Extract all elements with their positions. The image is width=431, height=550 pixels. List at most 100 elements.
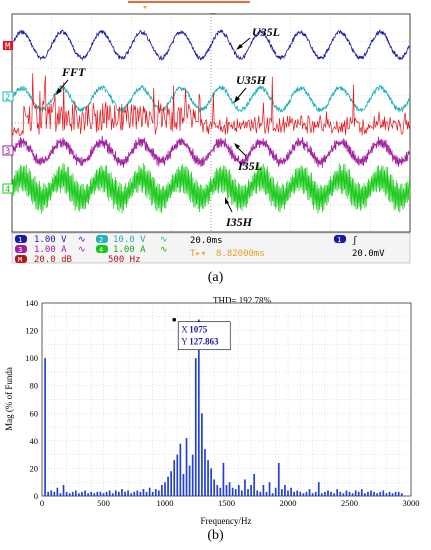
ch2-scale: 10.0 V [113,235,146,245]
fft-bar [256,490,259,496]
x-tick-label: 500 [97,498,110,508]
fft-bar [400,493,403,496]
fft-bar [290,487,292,496]
fft-bar [59,493,62,496]
fft-bar [127,490,129,496]
fft-bar [225,484,228,496]
x-tick-label: 1000 [157,498,174,508]
fft-bar [118,491,120,496]
label-u35l: U35L [252,25,280,39]
datatip-x-label: X [181,325,188,335]
marker-math: M [5,42,11,52]
fft-bar [305,491,308,496]
ch3-scale: 1.00 A [34,245,67,255]
y-axis-label: Mag (% of Funda [4,367,14,431]
fft-bar [111,493,114,496]
record-bar [128,1,250,3]
fft-bar [96,491,99,496]
trigger-source: 1 [337,236,341,244]
ch4-scale: 1.00 A [113,245,146,255]
y-tick-label: 20 [30,463,39,473]
fft-bar [204,449,206,496]
fft-bar [68,493,71,496]
ch3-num: 3 [18,246,22,254]
fft-bar [185,438,188,496]
label-i35l: I35L [237,159,262,173]
x-tick-label: 1500 [218,498,235,508]
fft-bar [158,490,160,496]
fft-bar [99,491,102,496]
marker-ch4: 4 [5,185,10,195]
x-tick-label: 0 [40,498,44,508]
fft-bar [136,490,139,496]
fft-bar [228,482,231,496]
trace-ch1-u35l [11,28,411,62]
fft-bar [354,490,357,496]
fft-bar [182,473,185,496]
fft-bar [268,482,271,496]
y-tick-label: 60 [30,408,39,418]
fft-chart: THD= 192.78% 0 500 1000 1500 2000 2500 3000 0 20… [4,295,420,526]
fft-bar [84,490,86,496]
fft-bar [93,493,96,496]
fft-bar [173,460,176,496]
fft-bar [148,487,151,496]
trigger-position: 8.82000ms [216,249,265,259]
fft-bar [308,489,311,496]
trigger-level: 20.0mV [352,249,385,259]
trace-annotations: FFT U35L U35H I35L I35H [56,25,280,229]
x-tick-label: 3000 [403,498,420,508]
fft-bar [90,491,93,496]
ch1-num: 1 [18,236,22,244]
fft-bar [333,493,335,496]
fft-bar [247,489,249,496]
fft-bar [44,358,46,496]
trigger-pos-icon: T▸▾ [190,249,206,259]
fft-bar [317,482,320,496]
fft-bar [210,468,212,496]
fft-bar [74,490,77,496]
fft-bar [142,489,145,496]
fft-bar [188,465,191,496]
fft-bar [216,484,219,496]
fft-bar [81,491,83,496]
fft-bar [259,491,262,496]
fft-bar [339,491,342,496]
caption-a: (a) [207,270,224,285]
fft-bar [376,493,379,496]
fft-bar [253,473,256,496]
x-tick-label: 2500 [341,498,358,508]
fft-bar [314,491,317,496]
label-u35h: U35H [236,73,267,87]
trigger-marker-icon [143,6,147,9]
fft-bar [71,491,74,496]
y-tick-label: 80 [30,381,39,391]
fft-bar [56,487,59,496]
fft-bar [262,484,265,496]
fft-bar [154,489,157,496]
fft-bar [351,493,354,496]
fft-bar [164,482,166,496]
fft-bar [114,490,117,496]
datatip-box [177,321,231,351]
datatip-y-value: 127.863 [189,337,219,347]
marker-ch3: 3 [5,147,10,157]
fft-bar [360,489,363,496]
channel-markers: M 2 3 4 [2,41,14,195]
math-scale: 20.0 dB [34,255,72,265]
fft-bar [342,493,345,496]
fft-bar [191,454,194,496]
datatip-marker [172,317,177,322]
fft-bar [213,479,216,496]
fft-bar [87,493,89,496]
fft-bar [296,490,299,496]
caption-b: (b) [207,528,224,543]
fft-bar [250,484,252,496]
fft-bar [345,490,348,496]
fft-bar [65,491,68,496]
fft-bar [320,493,323,496]
fft-bar [78,493,80,496]
y-tick-label: 120 [25,326,38,336]
fft-bar [379,491,382,496]
trace-math-fft [11,73,411,142]
